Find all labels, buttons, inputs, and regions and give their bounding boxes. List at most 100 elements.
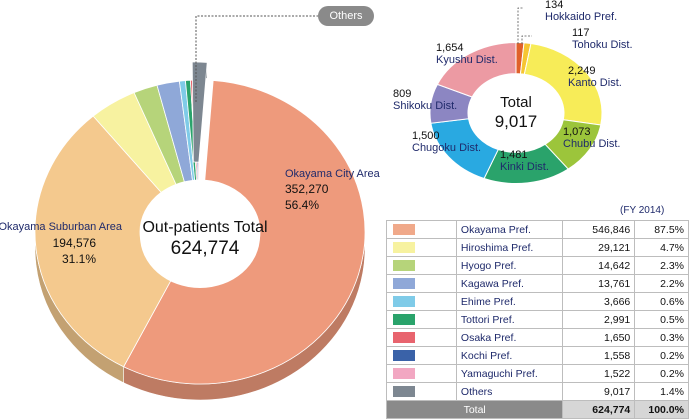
value-label-kanto-dist: 2,249 [568,65,596,77]
name-label-hokkaido-pref: Hokkaido Pref. [545,11,617,23]
color-chip [393,260,415,272]
small-donut-hole [469,74,563,152]
row-swatch [386,220,457,239]
row-swatch [386,382,457,401]
total-value: 624,774 [562,400,636,419]
row-value: 14,642 [562,256,636,275]
row-percent: 1.4% [634,382,689,401]
row-swatch [386,328,457,347]
row-swatch [386,364,457,383]
row-value: 1,650 [562,328,636,347]
table-row: Kagawa Pref. 13,761 2.2% [386,274,689,293]
row-value: 13,761 [562,274,636,293]
row-percent: 2.2% [634,274,689,293]
name-label-tohoku-dist: Tohoku Dist. [572,39,633,51]
table-row: Kochi Pref. 1,558 0.2% [386,346,689,365]
row-name: Others [455,382,564,401]
color-chip [393,242,415,254]
big-slice-others [191,61,208,163]
big-center-total: 624,774 [171,238,240,259]
others-breakdown-donut [429,41,603,184]
others-callout-pill: Others [318,6,374,26]
row-percent: 0.3% [634,328,689,347]
row-value: 3,666 [562,292,636,311]
table-row: Ehime Pref. 3,666 0.6% [386,292,689,311]
row-percent: 2.3% [634,256,689,275]
value-label-shikoku-dist: 809 [393,88,411,100]
row-name: Yamaguchi Pref. [455,364,564,383]
row-percent: 0.2% [634,346,689,365]
row-name: Okayama Pref. [455,220,564,239]
name-label-kanto-dist: Kanto Dist. [568,77,622,89]
color-chip [393,386,415,398]
row-percent: 0.6% [634,292,689,311]
table-row: Osaka Pref. 1,650 0.3% [386,328,689,347]
big-center-title: Out-patients Total [142,219,267,236]
value-label-kinki-dist: 1,481 [500,149,528,161]
city-area-value: 352,270 [285,182,329,196]
table-row: Yamaguchi Pref. 1,522 0.2% [386,364,689,383]
color-chip [393,278,415,290]
color-chip [393,350,415,362]
table-row: Hiroshima Pref. 29,121 4.7% [386,238,689,257]
city-area-name: Okayama City Area [285,168,381,180]
row-percent: 4.7% [634,238,689,257]
row-name: Tottori Pref. [455,310,564,329]
color-chip [393,314,415,326]
row-percent: 0.2% [634,364,689,383]
fiscal-year-note: (FY 2014) [620,205,665,216]
suburban-area-name: Okayama Suburban Area [0,221,123,233]
table-row: Others 9,017 1.4% [386,382,689,401]
row-name: Kochi Pref. [455,346,564,365]
outpatients-donut [34,61,366,401]
prefecture-table: Okayama Pref. 546,846 87.5% Hiroshima Pref.… [385,220,689,419]
row-swatch [386,274,457,293]
total-label: Total [385,400,564,419]
tohoku-leader-line [521,35,532,44]
row-value: 1,522 [562,364,636,383]
small-slice-kyushu-dist [436,41,517,98]
small-center-title: Total [500,94,532,111]
row-percent: 0.5% [634,310,689,329]
big-slice-okayama-city-area [123,80,366,385]
row-swatch [386,310,457,329]
value-label-chugoku-dist: 1,500 [412,130,440,142]
row-swatch [386,238,457,257]
big-donut-hole [140,184,260,288]
color-chip [393,224,415,236]
value-label-tohoku-dist: 117 [572,27,590,39]
value-label-chubu-dist: 1,073 [563,126,591,138]
hokkaido-leader-line [517,7,524,44]
value-label-hokkaido-pref: 134 [545,0,563,11]
row-name: Osaka Pref. [455,328,564,347]
row-name: Hiroshima Pref. [455,238,564,257]
row-swatch [386,346,457,365]
value-label-kyushu-dist: 1,654 [436,42,464,54]
row-name: Ehime Pref. [455,292,564,311]
row-name: Kagawa Pref. [455,274,564,293]
row-value: 9,017 [562,382,636,401]
row-swatch [386,292,457,311]
name-label-kyushu-dist: Kyushu Dist. [436,54,498,66]
color-chip [393,368,415,380]
row-percent: 87.5% [634,220,689,239]
total-percent: 100.0% [634,400,689,419]
table-row: Okayama Pref. 546,846 87.5% [386,220,689,239]
small-center-total: 9,017 [495,112,538,131]
row-value: 2,991 [562,310,636,329]
row-value: 1,558 [562,346,636,365]
table-total-row: Total 624,774 100.0% [385,400,689,419]
suburban-area-percent: 31.1% [62,252,96,266]
chart-canvas: Out-patients Total 624,774 Okayama City … [0,0,633,401]
row-name: Hyogo Pref. [455,256,564,275]
table-row: Hyogo Pref. 14,642 2.3% [386,256,689,275]
color-chip [393,332,415,344]
row-swatch [386,256,457,275]
others-leader-line [195,15,318,102]
name-label-chubu-dist: Chubu Dist. [563,138,620,150]
suburban-area-value: 194,576 [53,236,97,250]
name-label-chugoku-dist: Chugoku Dist. [412,142,481,154]
color-chip [393,296,415,308]
row-value: 29,121 [562,238,636,257]
